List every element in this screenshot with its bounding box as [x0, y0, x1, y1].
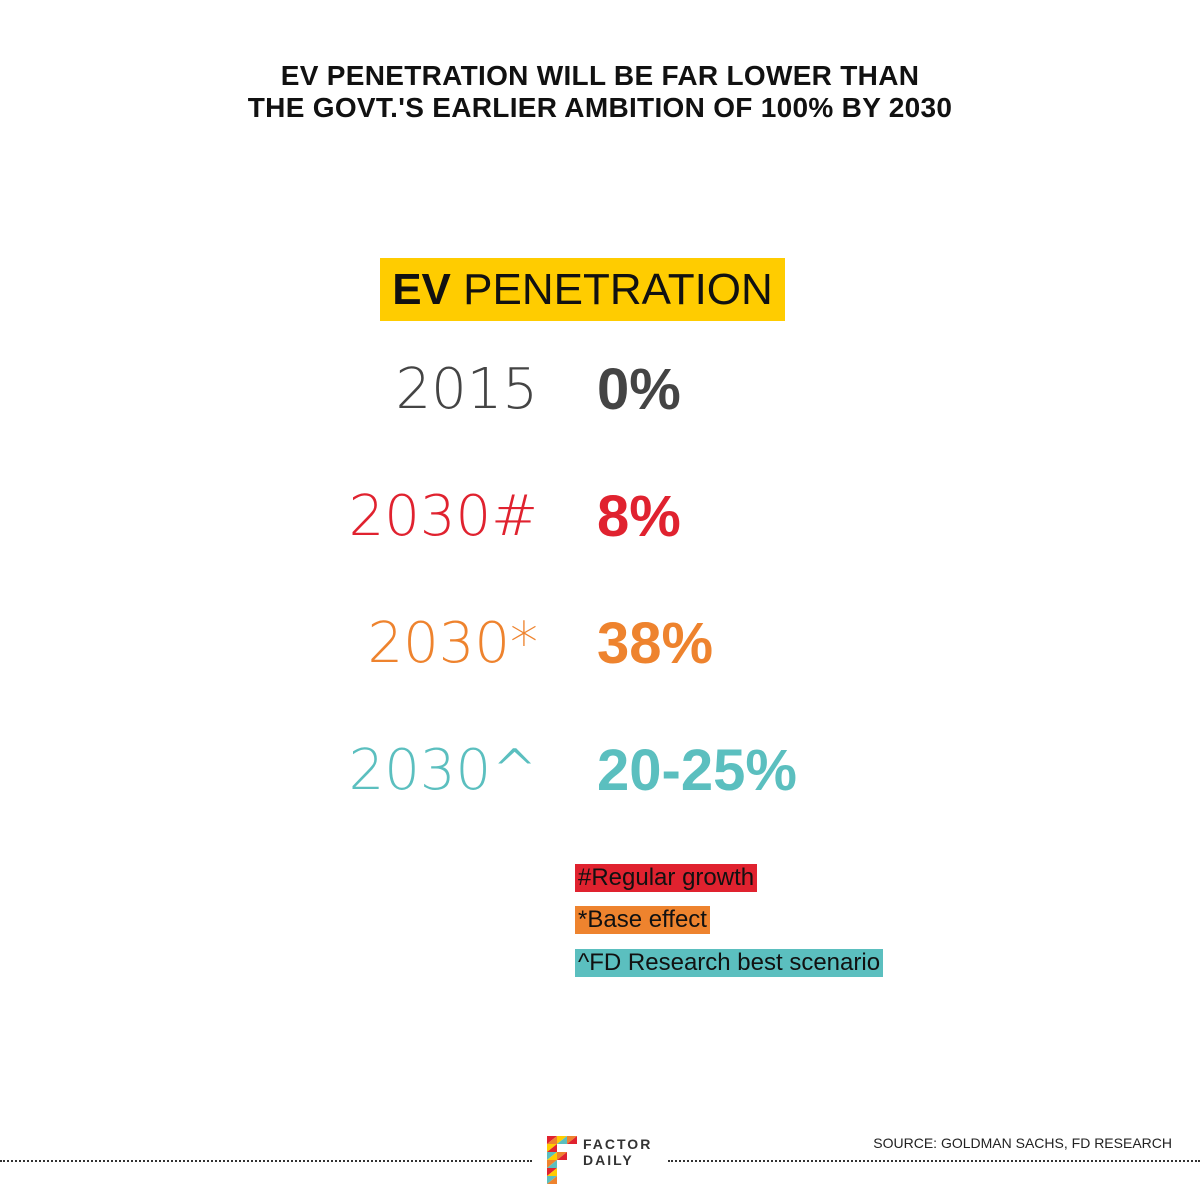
row-value-0: 0% — [597, 357, 681, 422]
row-year-0: 2015 — [395, 357, 538, 422]
row-value-2: 38% — [597, 611, 714, 676]
row-value-3: 20-25% — [597, 738, 797, 803]
section-title-bold: EV — [392, 265, 451, 314]
headline-line-1: EV PENETRATION WILL BE FAR LOWER THAN — [280, 60, 920, 91]
legend-item-best-scenario: ^FD Research best scenario — [575, 949, 884, 977]
section-title: EV PENETRATION — [380, 258, 785, 321]
row-value-1: 8% — [597, 484, 681, 549]
row-year-3: 2030^ — [348, 738, 538, 803]
footer-divider-left — [0, 1160, 532, 1162]
headline-line-2: THE GOVT.'S EARLIER AMBITION OF 100% BY … — [247, 92, 953, 123]
footer-divider-right — [668, 1160, 1200, 1162]
source-note: SOURCE: GOLDMAN SACHS, FD RESEARCH — [873, 1135, 1172, 1151]
headline: EV PENETRATION WILL BE FAR LOWER THAN TH… — [0, 60, 1200, 124]
factor-daily-logo: FACTOR DAILY — [547, 1136, 657, 1186]
row-year-2: 2030* — [367, 611, 538, 676]
row-year-1: 2030# — [348, 484, 538, 549]
legend-item-regular-growth: #Regular growth — [575, 864, 758, 892]
logo-line-1: FACTOR — [583, 1136, 653, 1152]
legend-item-base-effect: *Base effect — [575, 906, 710, 934]
factor-daily-logo-icon — [547, 1136, 577, 1184]
factor-daily-wordmark: FACTOR DAILY — [583, 1136, 652, 1168]
section-title-light: PENETRATION — [463, 265, 773, 314]
logo-line-2: DAILY — [583, 1152, 634, 1168]
